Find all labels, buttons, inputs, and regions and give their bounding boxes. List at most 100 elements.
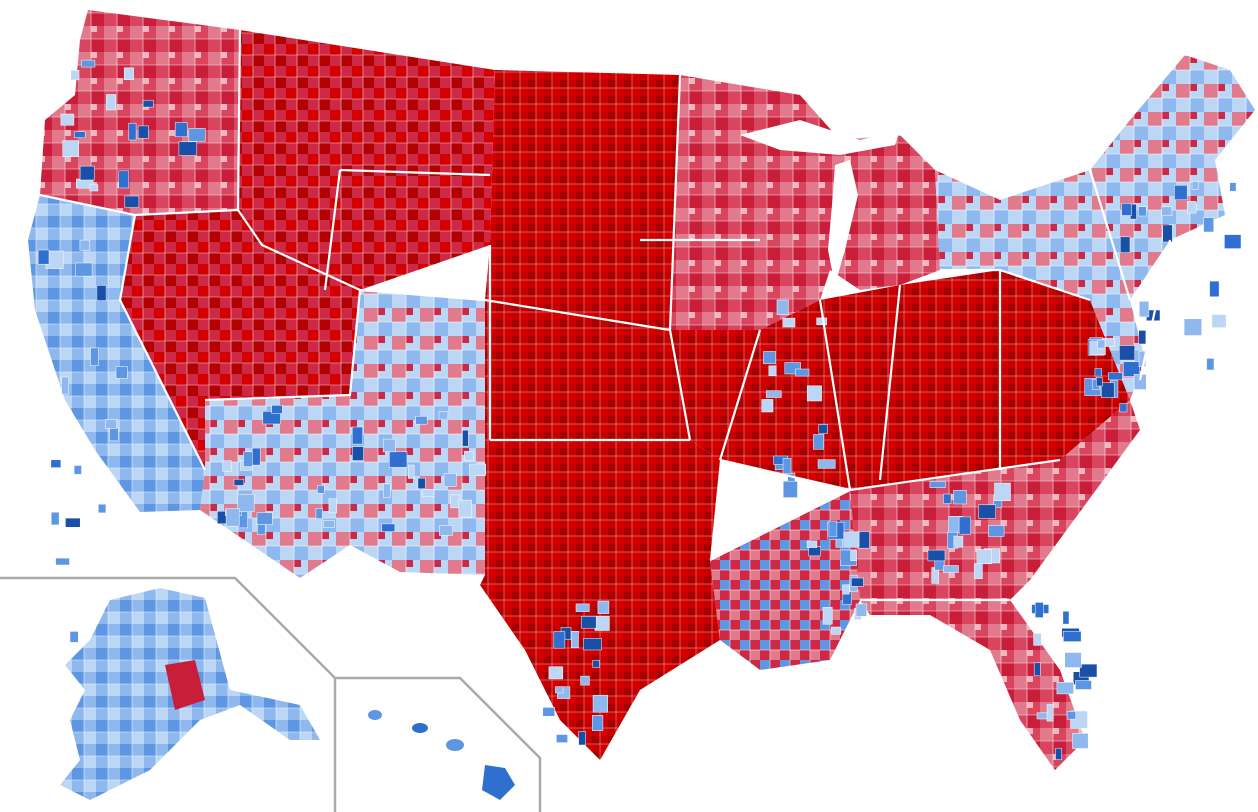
county-accent — [462, 429, 469, 447]
county-accent — [62, 140, 79, 157]
county-accent — [958, 516, 971, 535]
county-accent — [1119, 236, 1131, 253]
hawaii-island-big — [482, 765, 515, 800]
county-accent — [571, 631, 579, 649]
county-accent — [806, 385, 822, 402]
county-accent — [768, 365, 777, 376]
county-accent — [580, 675, 590, 686]
county-accent — [382, 438, 396, 453]
region-great-basin — [120, 210, 360, 470]
county-accent — [592, 694, 608, 713]
county-accent — [469, 463, 487, 476]
region-great-plains — [485, 70, 690, 440]
county-accent — [438, 411, 449, 420]
county-accent — [1101, 382, 1115, 398]
county-accent — [81, 59, 96, 68]
county-accent — [592, 659, 600, 668]
county-accent — [978, 504, 996, 519]
county-accent — [1108, 372, 1123, 381]
county-accent — [271, 405, 283, 414]
county-accent — [37, 249, 50, 265]
county-accent — [439, 525, 453, 536]
county-accent — [55, 557, 70, 566]
county-accent — [69, 631, 79, 643]
county-accent — [225, 508, 240, 527]
county-accent — [323, 520, 335, 528]
hawaii-inset — [335, 676, 542, 812]
county-accent — [79, 239, 91, 251]
county-accent — [233, 478, 245, 486]
alaska-red-area — [165, 660, 205, 710]
county-accents — [37, 59, 1242, 760]
county-accent — [555, 686, 564, 694]
county-accent — [65, 517, 81, 528]
county-accent — [976, 549, 992, 565]
county-accent — [73, 465, 82, 475]
county-accent — [115, 366, 128, 379]
county-accent — [417, 477, 426, 490]
county-accent — [556, 734, 568, 743]
county-accent — [594, 616, 610, 631]
county-accent — [597, 600, 610, 614]
county-accent — [96, 285, 107, 301]
county-accent — [383, 483, 391, 498]
county-accent — [831, 626, 842, 635]
county-accent — [415, 416, 428, 425]
county-accent — [1033, 662, 1041, 677]
county-accent — [75, 262, 93, 277]
county-accent — [98, 503, 107, 514]
region-south-central — [480, 440, 720, 760]
county-accent — [381, 523, 396, 532]
county-accent — [389, 451, 408, 468]
county-accent — [188, 128, 206, 142]
county-accent — [237, 493, 255, 512]
county-accent — [763, 351, 776, 365]
county-accent — [128, 122, 137, 141]
county-accent — [1056, 682, 1074, 695]
county-accent — [583, 638, 602, 651]
county-accent — [421, 489, 435, 497]
hawaii-inset-frame — [335, 676, 542, 812]
county-accent — [592, 715, 604, 731]
county-accent — [1174, 185, 1188, 201]
county-accent — [257, 524, 266, 535]
county-accent — [1209, 280, 1220, 298]
county-accent — [782, 480, 798, 498]
county-accent — [1138, 206, 1147, 217]
county-accent — [927, 549, 946, 562]
alaska-inset-frame — [0, 576, 337, 812]
county-accent — [1203, 217, 1214, 233]
county-accent — [929, 481, 946, 488]
county-accent — [806, 540, 818, 548]
hawaii-island-2 — [412, 723, 428, 733]
county-accent — [782, 457, 792, 475]
county-accent — [1191, 181, 1199, 190]
county-accent — [50, 459, 62, 468]
county-accent — [782, 317, 796, 328]
county-accent — [1075, 680, 1092, 690]
county-accent — [315, 508, 323, 519]
county-accent — [784, 362, 801, 375]
county-accent — [943, 493, 952, 504]
county-accent — [1119, 345, 1136, 361]
county-accent — [174, 122, 188, 138]
county-accent — [105, 419, 118, 429]
county-accent — [1036, 712, 1048, 720]
county-accent — [542, 707, 555, 717]
county-accent — [953, 535, 964, 548]
county-accent — [828, 520, 838, 538]
hawaii-island-3 — [446, 739, 464, 751]
county-accent — [137, 125, 149, 139]
county-accent — [857, 531, 870, 549]
county-accent — [142, 99, 154, 108]
county-accent — [1096, 377, 1103, 387]
county-accent — [1211, 314, 1227, 328]
county-accent — [1072, 733, 1089, 749]
county-accent — [1066, 711, 1076, 720]
county-accent — [328, 498, 337, 514]
county-accent — [761, 399, 774, 413]
county-accent — [1034, 602, 1044, 618]
region-northwest — [40, 10, 240, 215]
